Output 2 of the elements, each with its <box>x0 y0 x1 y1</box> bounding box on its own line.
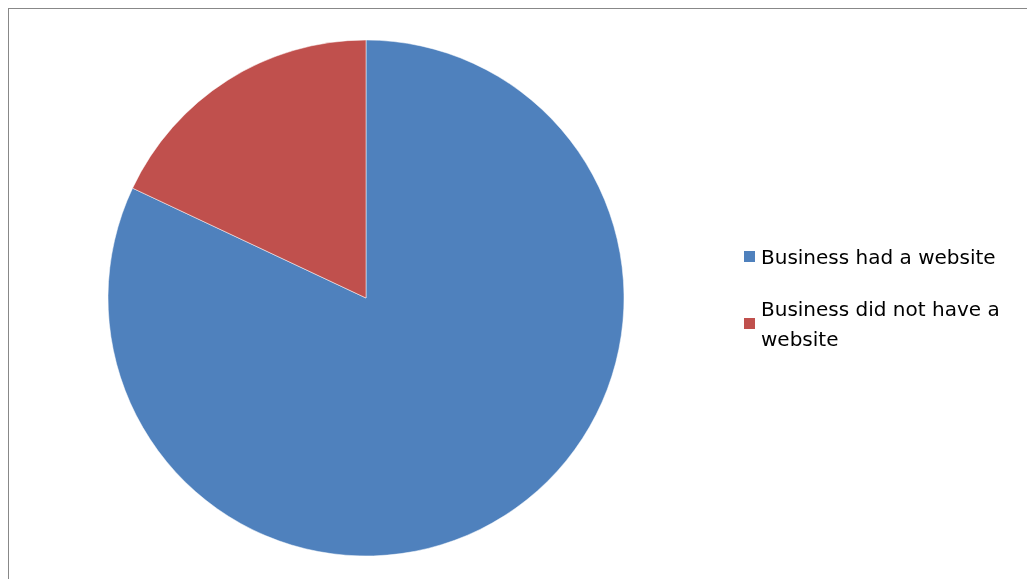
legend-label: Business had a website <box>761 244 996 269</box>
legend-label: Business did not have a website <box>761 296 1007 351</box>
